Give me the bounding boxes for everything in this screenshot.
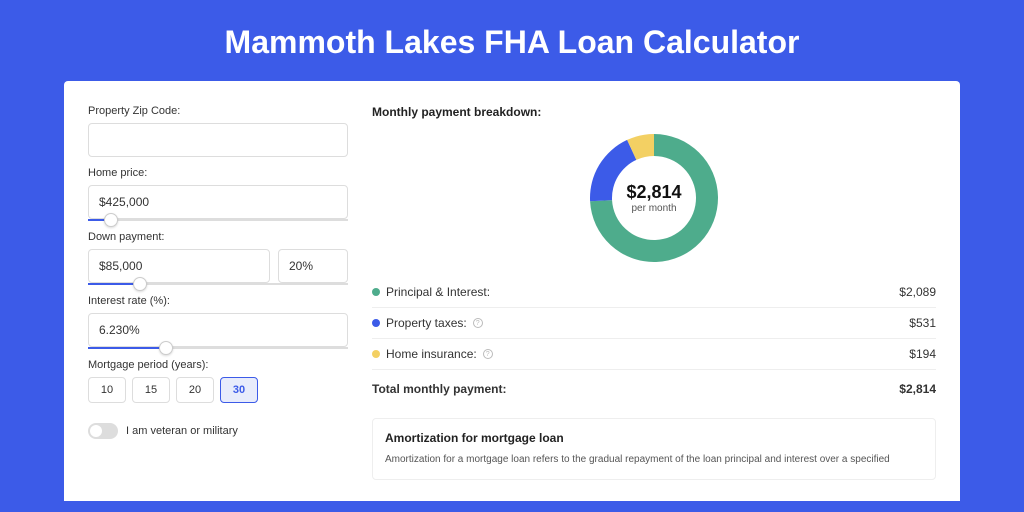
legend-value: $2,089 [899,285,936,299]
slider-thumb[interactable] [104,213,118,227]
legend-dot [372,319,380,327]
zip-input[interactable] [88,123,348,157]
page-title: Mammoth Lakes FHA Loan Calculator [0,0,1024,81]
breakdown-donut: $2,814 per month [589,133,719,263]
veteran-label: I am veteran or military [126,425,238,437]
donut-amount: $2,814 [626,182,681,203]
slider-thumb[interactable] [133,277,147,291]
down-payment-label: Down payment: [88,231,348,243]
legend-label: Principal & Interest: [386,285,490,299]
interest-rate-input[interactable] [88,313,348,347]
total-row: Total monthly payment: $2,814 [372,370,936,404]
legend-value: $531 [909,316,936,330]
left-column: Property Zip Code: Home price: Down paym… [88,105,348,477]
info-icon[interactable]: ? [473,318,483,328]
mortgage-period-group: 10 15 20 30 [88,377,348,403]
legend-value: $194 [909,347,936,361]
period-option-30[interactable]: 30 [220,377,258,403]
down-payment-input[interactable] [88,249,270,283]
legend-label: Home insurance: [386,347,477,361]
period-option-15[interactable]: 15 [132,377,170,403]
home-price-label: Home price: [88,167,348,179]
info-icon[interactable]: ? [483,349,493,359]
breakdown-title: Monthly payment breakdown: [372,105,936,119]
amortization-card: Amortization for mortgage loan Amortizat… [372,418,936,480]
down-payment-pct-input[interactable] [278,249,348,283]
total-value: $2,814 [899,382,936,396]
legend-dot [372,350,380,358]
total-label: Total monthly payment: [372,382,506,396]
slider-thumb[interactable] [159,341,173,355]
period-option-10[interactable]: 10 [88,377,126,403]
legend-dot [372,288,380,296]
legend-label: Property taxes: [386,316,467,330]
calculator-card: Property Zip Code: Home price: Down paym… [64,81,960,501]
interest-rate-slider[interactable] [88,347,348,349]
donut-sublabel: per month [631,203,676,214]
down-payment-slider[interactable] [88,283,348,285]
right-column: Monthly payment breakdown: $2,814 per mo… [372,105,936,477]
home-price-slider[interactable] [88,219,348,221]
zip-label: Property Zip Code: [88,105,348,117]
legend-row: Property taxes:? $531 [372,308,936,339]
amortization-text: Amortization for a mortgage loan refers … [385,453,923,467]
home-price-input[interactable] [88,185,348,219]
period-option-20[interactable]: 20 [176,377,214,403]
legend-row: Home insurance:? $194 [372,339,936,370]
veteran-toggle[interactable] [88,423,118,439]
mortgage-period-label: Mortgage period (years): [88,359,348,371]
toggle-knob [90,425,102,437]
amortization-title: Amortization for mortgage loan [385,431,923,445]
legend-row: Principal & Interest: $2,089 [372,277,936,308]
interest-rate-label: Interest rate (%): [88,295,348,307]
